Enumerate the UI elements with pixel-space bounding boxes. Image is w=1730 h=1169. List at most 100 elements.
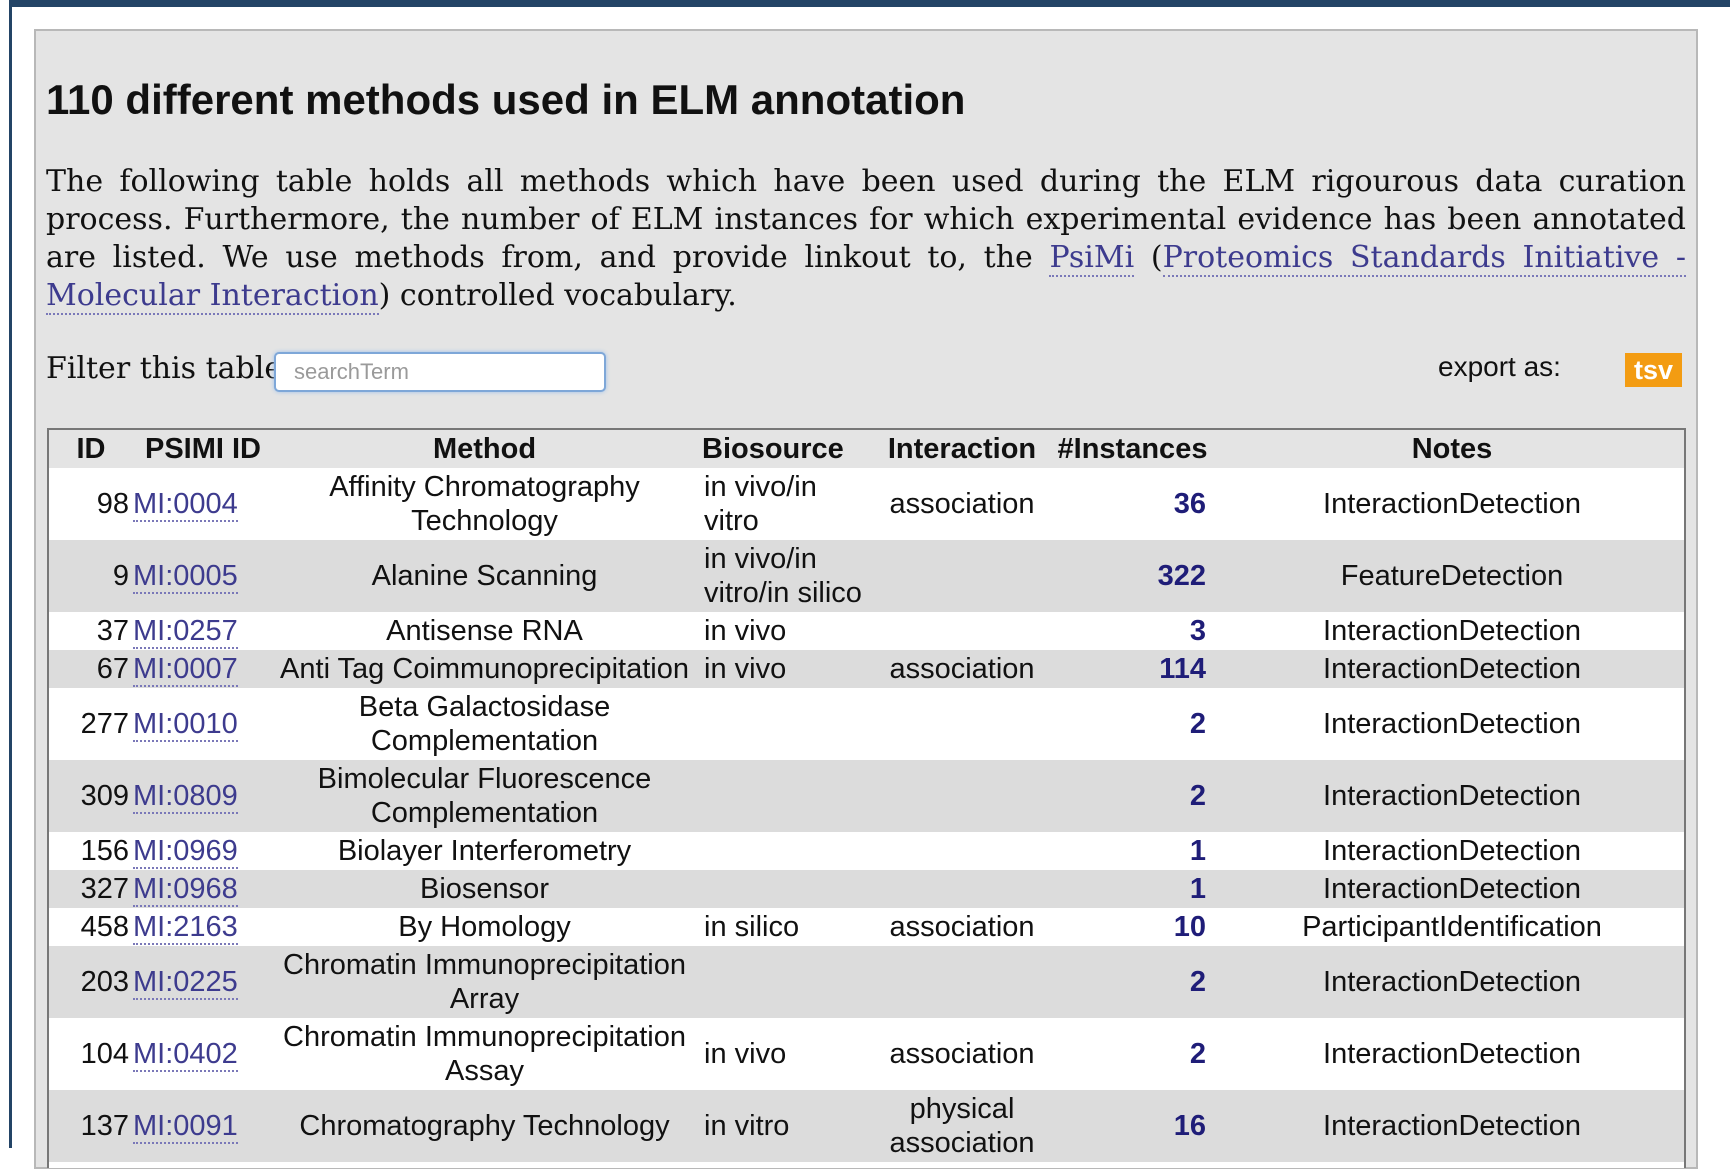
header-method[interactable]: Method	[432, 433, 537, 465]
cell-psimi: MI:0809	[133, 760, 273, 832]
cell-instances: 1	[1189, 873, 1206, 905]
table-row: 277 MI:0010 Beta Galactosidase Complemen…	[49, 688, 1684, 760]
cell-id: 327	[80, 873, 129, 905]
cell-notes: InteractionDetection	[1323, 966, 1581, 998]
cell-method: Chromatography Technology	[299, 1110, 670, 1142]
cell-instances: 3	[1189, 615, 1206, 647]
cell-interaction: physical association	[889, 1093, 1035, 1159]
psimi-id-link[interactable]: MI:0225	[133, 966, 238, 1000]
table-row: 137 MI:0091 Chromatography Technology in…	[49, 1090, 1684, 1162]
cell-method: Chromatin Immunoprecipitation Array	[283, 949, 686, 1015]
psimi-id-link[interactable]: MI:0007	[133, 653, 238, 687]
export-label: export as:	[1438, 351, 1561, 382]
window-top-border	[0, 0, 1730, 7]
cell-method: Biolayer Interferometry	[337, 835, 632, 867]
cell-method: By Homology	[398, 911, 571, 943]
cell-id: 104	[80, 1038, 129, 1070]
cell-biosource: in vivo	[704, 1038, 787, 1070]
psimi-id-link[interactable]: MI:0809	[133, 780, 238, 814]
cell-notes: FeatureDetection	[1340, 560, 1564, 592]
cell-biosource	[696, 946, 879, 1018]
intro-text-part2: (	[1134, 240, 1163, 275]
cell-notes: InteractionDetection	[1323, 653, 1581, 685]
cell-id: 37	[96, 615, 129, 647]
table-header-row: ID PSIMI ID Method Biosource Interaction…	[49, 430, 1684, 468]
cell-interaction	[879, 870, 1045, 908]
cell-id: 277	[80, 708, 129, 740]
cell-biosource	[696, 870, 879, 908]
cell-biosource: in vivo/in vitro	[704, 471, 817, 537]
export-tsv-button[interactable]: tsv	[1625, 353, 1682, 387]
cell-notes: InteractionDetection	[1323, 1110, 1581, 1142]
intro-paragraph: The following table holds all methods wh…	[46, 163, 1686, 315]
cell-interaction: association	[889, 488, 1035, 520]
cell-notes: InteractionDetection	[1323, 708, 1581, 740]
table-row: 156 MI:0969 Biolayer Interferometry 1 In…	[49, 832, 1684, 870]
header-id[interactable]: ID	[76, 433, 106, 465]
header-psimi-id[interactable]: PSIMI ID	[144, 433, 261, 465]
cell-interaction: association	[889, 1038, 1035, 1070]
cell-id: 9	[112, 560, 129, 592]
psimi-id-link[interactable]: MI:0004	[133, 488, 238, 522]
header-instances[interactable]: #Instances	[1057, 433, 1208, 465]
cell-interaction: association	[889, 911, 1035, 943]
cell-biosource	[696, 760, 879, 832]
psimi-link[interactable]: PsiMi	[1049, 240, 1135, 277]
psimi-id-link[interactable]: MI:0005	[133, 560, 238, 594]
cell-method: Chromatin Immunoprecipitation Assay	[283, 1021, 686, 1087]
cell-method: Affinity Chromatography Technology	[329, 471, 640, 537]
cell-psimi: MI:0004	[133, 468, 273, 540]
psimi-id-link[interactable]: MI:0257	[133, 615, 238, 649]
cell-instances: 114	[1159, 653, 1206, 685]
psi-mi-full-link[interactable]: Proteomics Standards Initiative - Molecu…	[46, 240, 1686, 315]
header-interaction[interactable]: Interaction	[887, 433, 1037, 465]
cell-id: 67	[96, 653, 129, 685]
cell-instances: 10	[1173, 911, 1206, 943]
cell-notes: InteractionDetection	[1323, 488, 1581, 520]
cell-psimi: MI:0968	[133, 870, 273, 908]
cell-biosource	[696, 832, 879, 870]
filter-label: Filter this table	[46, 351, 283, 386]
page-title: 110 different methods used in ELM annota…	[46, 76, 966, 123]
cell-instances: 16	[1173, 1110, 1206, 1142]
cell-psimi: MI:0007	[133, 650, 273, 688]
cell-interaction	[879, 760, 1045, 832]
methods-table: ID PSIMI ID Method Biosource Interaction…	[49, 430, 1684, 1162]
cell-id: 98	[96, 488, 129, 520]
cell-psimi: MI:0257	[133, 612, 273, 650]
cell-instances: 2	[1189, 708, 1206, 740]
cell-biosource: in vivo	[704, 653, 787, 685]
table-row: 67 MI:0007 Anti Tag Coimmunoprecipitatio…	[49, 650, 1684, 688]
cell-id: 203	[80, 966, 129, 998]
table-row: 104 MI:0402 Chromatin Immunoprecipitatio…	[49, 1018, 1684, 1090]
cell-biosource: in vivo/in vitro/in silico	[704, 543, 862, 609]
psimi-id-link[interactable]: MI:0968	[133, 873, 238, 907]
filter-search-input[interactable]	[274, 352, 606, 392]
table-row: 37 MI:0257 Antisense RNA in vivo 3 Inter…	[49, 612, 1684, 650]
cell-instances: 36	[1173, 488, 1206, 520]
cell-interaction	[879, 688, 1045, 760]
psimi-id-link[interactable]: MI:0091	[133, 1110, 238, 1144]
cell-method: Biosensor	[420, 873, 549, 905]
cell-psimi: MI:0402	[133, 1018, 273, 1090]
header-biosource[interactable]: Biosource	[702, 433, 844, 465]
table-row: 458 MI:2163 By Homology in silico associ…	[49, 908, 1684, 946]
cell-method: Alanine Scanning	[371, 560, 598, 592]
intro-text-part1: The following table holds all methods wh…	[46, 164, 1686, 275]
table-row: 309 MI:0809 Bimolecular Fluorescence Com…	[49, 760, 1684, 832]
psimi-id-link[interactable]: MI:0010	[133, 708, 238, 742]
cell-method: Antisense RNA	[386, 615, 583, 647]
header-notes[interactable]: Notes	[1411, 433, 1493, 465]
cell-id: 156	[80, 835, 129, 867]
psimi-id-link[interactable]: MI:2163	[133, 911, 238, 945]
cell-psimi: MI:0091	[133, 1090, 273, 1162]
cell-notes: InteractionDetection	[1323, 780, 1581, 812]
cell-notes: InteractionDetection	[1323, 835, 1581, 867]
cell-method: Anti Tag Coimmunoprecipitation	[280, 653, 689, 685]
cell-instances: 322	[1157, 560, 1206, 592]
psimi-id-link[interactable]: MI:0969	[133, 835, 238, 869]
cell-instances: 2	[1189, 1038, 1206, 1070]
cell-method: Bimolecular Fluorescence Complementation	[317, 763, 652, 829]
psimi-id-link[interactable]: MI:0402	[133, 1038, 238, 1072]
cell-interaction	[879, 832, 1045, 870]
